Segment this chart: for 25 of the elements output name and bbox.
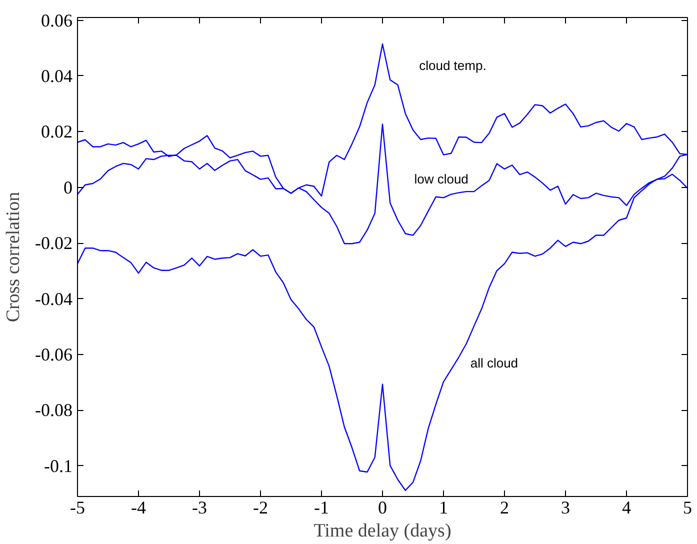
x-tick-label: 3 [561, 498, 570, 518]
x-axis-title: Time delay (days) [314, 520, 452, 542]
y-axis-title: Cross correlation [3, 191, 24, 322]
series-label: all cloud [470, 355, 518, 370]
y-tick-label: 0.04 [41, 66, 72, 86]
y-tick-label: -0.08 [35, 400, 73, 420]
y-tick-label: 0.02 [41, 122, 72, 142]
x-tick-label: 4 [622, 498, 631, 518]
x-tick-label: 0 [378, 498, 387, 518]
x-tick-label: 2 [500, 498, 509, 518]
y-tick-label: 0.06 [41, 10, 72, 30]
y-tick-label: -0.04 [35, 288, 73, 309]
series-label: cloud temp. [419, 58, 486, 73]
y-tick-label: -0.06 [35, 344, 73, 364]
x-tick-label: -5 [70, 498, 86, 518]
x-tick-label: -1 [314, 498, 330, 518]
series-label: low cloud [414, 171, 468, 186]
x-tick-label: 5 [683, 498, 692, 518]
x-tick-label: -4 [131, 498, 146, 518]
y-tick-label: -0.02 [35, 233, 73, 254]
x-tick-label: -3 [192, 498, 208, 518]
y-tick-label: 0 [64, 177, 72, 198]
x-tick-label: -2 [253, 498, 268, 518]
y-tick-label: -0.1 [44, 456, 73, 476]
x-tick-label: 1 [439, 498, 448, 518]
